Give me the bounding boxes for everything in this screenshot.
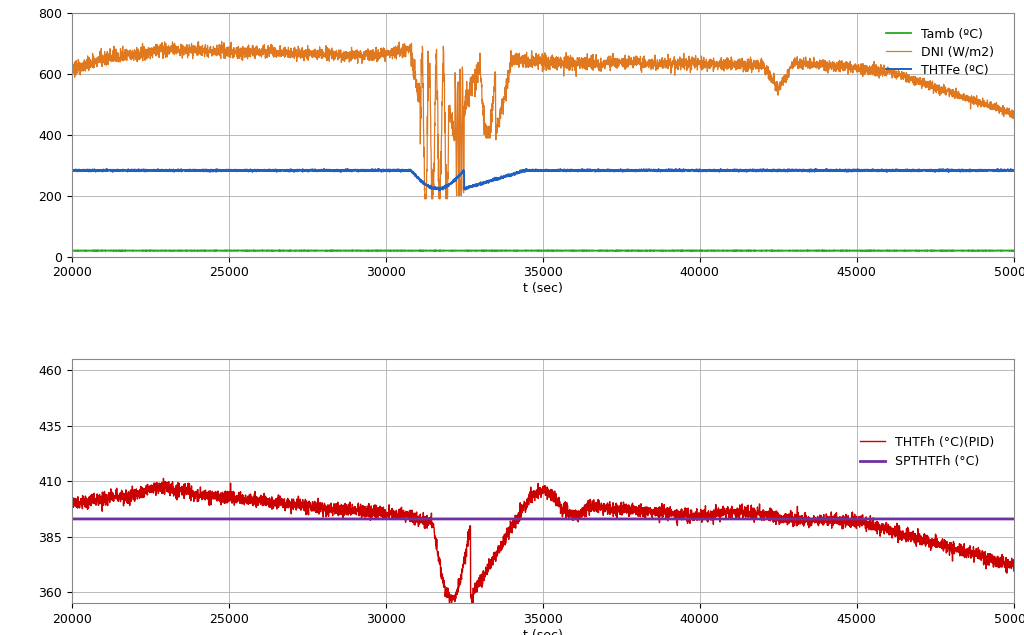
- SPTHTFh (°C): [1008, 515, 1020, 523]
- Tamb (ºC): [769, 247, 781, 255]
- THTFh (°C)(PID): [237, 496, 249, 504]
- X-axis label: t (sec): t (sec): [523, 629, 562, 635]
- Line: DNI (W/m2): DNI (W/m2): [72, 41, 1014, 199]
- SPTHTFh (°C): [237, 515, 249, 523]
- THTFe (ºC): [841, 167, 853, 175]
- DNI (W/m2): [426, 195, 438, 203]
- DNI (W/m2): [419, 195, 431, 203]
- DNI (W/m2): [841, 60, 853, 68]
- Line: Tamb (ºC): Tamb (ºC): [72, 250, 1014, 251]
- DNI (W/m2): [1008, 109, 1020, 116]
- Tamb (ºC): [115, 247, 127, 255]
- THTFe (ºC): [237, 167, 249, 175]
- Tamb (ºC): [631, 247, 643, 255]
- THTFe (ºC): [66, 167, 78, 175]
- THTFh (°C)(PID): [631, 505, 643, 513]
- THTFe (ºC): [426, 184, 438, 191]
- SPTHTFh (°C): [678, 515, 690, 523]
- DNI (W/m2): [679, 63, 691, 70]
- THTFe (ºC): [433, 187, 445, 194]
- THTFh (°C)(PID): [841, 517, 853, 525]
- X-axis label: t (sec): t (sec): [523, 282, 562, 295]
- THTFh (°C)(PID): [466, 599, 478, 607]
- THTFh (°C)(PID): [679, 511, 691, 518]
- Line: THTFh (°C)(PID): THTFh (°C)(PID): [72, 478, 1014, 603]
- THTFh (°C)(PID): [1008, 567, 1020, 575]
- Line: THTFe (ºC): THTFe (ºC): [72, 169, 1014, 190]
- THTFe (ºC): [674, 165, 686, 173]
- DNI (W/m2): [769, 80, 781, 88]
- Tamb (ºC): [679, 247, 691, 255]
- SPTHTFh (°C): [840, 515, 852, 523]
- DNI (W/m2): [237, 51, 249, 58]
- Tamb (ºC): [611, 246, 624, 254]
- SPTHTFh (°C): [768, 515, 780, 523]
- THTFh (°C)(PID): [769, 516, 781, 524]
- THTFh (°C)(PID): [158, 474, 170, 482]
- SPTHTFh (°C): [426, 515, 438, 523]
- THTFe (ºC): [1008, 166, 1020, 174]
- Tamb (ºC): [66, 247, 78, 255]
- DNI (W/m2): [66, 69, 78, 76]
- DNI (W/m2): [215, 37, 227, 45]
- SPTHTFh (°C): [631, 515, 643, 523]
- Tamb (ºC): [426, 246, 438, 254]
- DNI (W/m2): [631, 59, 643, 67]
- Legend: Tamb (ºC), DNI (W/m2), THTFe (ºC): Tamb (ºC), DNI (W/m2), THTFe (ºC): [883, 24, 998, 81]
- THTFh (°C)(PID): [66, 500, 78, 508]
- THTFh (°C)(PID): [426, 522, 438, 530]
- Tamb (ºC): [237, 246, 249, 254]
- THTFe (ºC): [769, 166, 781, 173]
- Tamb (ºC): [1008, 247, 1020, 255]
- Tamb (ºC): [841, 246, 853, 254]
- THTFe (ºC): [679, 167, 691, 175]
- Legend: THTFh (°C)(PID), SPTHTFh (°C): THTFh (°C)(PID), SPTHTFh (°C): [856, 432, 998, 472]
- THTFe (ºC): [631, 167, 643, 175]
- SPTHTFh (°C): [66, 515, 78, 523]
